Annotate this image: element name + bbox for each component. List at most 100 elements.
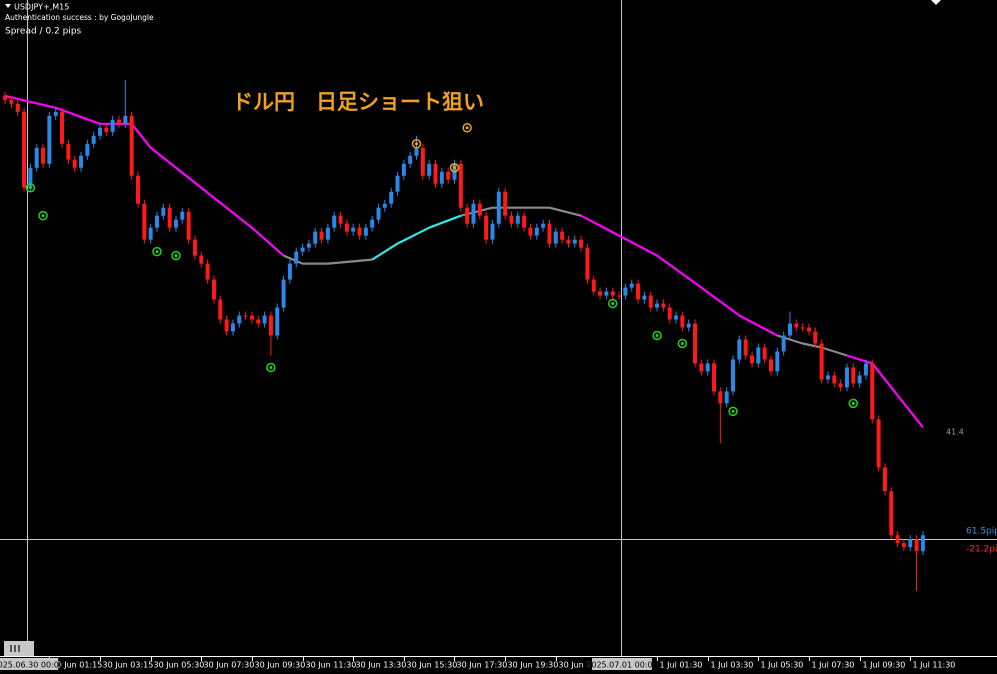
x-tick-label: 30 Jun 21:30 bbox=[559, 661, 610, 670]
candle-body bbox=[376, 207, 381, 220]
candle-body bbox=[363, 227, 368, 236]
profit-label: 61.5pips bbox=[966, 527, 997, 537]
chart-title: ドル円 日足ショート狙い bbox=[232, 90, 484, 114]
candle-body bbox=[28, 167, 33, 188]
signal bbox=[462, 123, 472, 133]
signal-ring bbox=[652, 330, 662, 341]
signal-ring bbox=[266, 362, 276, 373]
candle-body bbox=[117, 119, 122, 124]
candle-body bbox=[446, 171, 451, 180]
plot-area bbox=[0, 0, 997, 656]
candle-body bbox=[908, 539, 913, 548]
x-tick-label: 30 Jun 17:30 bbox=[457, 661, 508, 670]
signal-ring bbox=[607, 298, 618, 309]
candle-body bbox=[768, 359, 773, 372]
x-tick-label: 30 Jun 09:30 bbox=[255, 661, 306, 670]
cursor-time-box bbox=[591, 658, 652, 670]
cursor-time-box bbox=[0, 658, 59, 670]
signal-dot bbox=[465, 126, 469, 130]
indicator-value: 41.4 bbox=[946, 428, 964, 437]
candle-body bbox=[465, 207, 470, 224]
candle-body bbox=[211, 279, 216, 300]
candle-body bbox=[731, 359, 736, 392]
candle-body bbox=[705, 363, 710, 372]
candle-body bbox=[604, 291, 609, 296]
candle-body bbox=[560, 231, 565, 240]
candle-body bbox=[294, 251, 299, 264]
cursor-time-label: 2025.07.01 00:00 bbox=[586, 661, 657, 670]
candle-body bbox=[591, 279, 596, 292]
candle-body bbox=[623, 287, 628, 296]
candle-body bbox=[224, 319, 229, 332]
candle-body bbox=[636, 283, 641, 300]
signal bbox=[38, 210, 48, 221]
x-tick-label: 1 Jul 03:30 bbox=[711, 661, 754, 670]
signal-ring bbox=[411, 139, 422, 149]
candle-body bbox=[477, 203, 482, 216]
candle-body bbox=[370, 219, 375, 228]
signal bbox=[848, 398, 859, 409]
candle-body bbox=[794, 323, 799, 328]
x-tick-label: 30 Jun 19:30 bbox=[508, 661, 559, 670]
moving-average bbox=[580, 214, 778, 337]
signal bbox=[652, 330, 662, 341]
candle-body bbox=[180, 211, 185, 220]
signal bbox=[171, 250, 181, 261]
moving-average bbox=[4, 94, 285, 257]
candle-body bbox=[724, 391, 729, 404]
candle-body bbox=[838, 383, 843, 388]
candle-body bbox=[395, 175, 400, 192]
moving-average bbox=[846, 354, 924, 428]
signal-dot bbox=[731, 409, 735, 413]
candle-body bbox=[775, 351, 780, 372]
candle-body bbox=[920, 535, 925, 552]
candle-body bbox=[300, 247, 305, 252]
candle-body bbox=[522, 215, 527, 228]
candle-body bbox=[787, 323, 792, 336]
signal bbox=[607, 298, 618, 309]
candle-body bbox=[579, 239, 584, 248]
candle-body bbox=[901, 543, 906, 548]
x-tick-label: 30 Jun 07:30 bbox=[204, 661, 255, 670]
candle-body bbox=[319, 231, 324, 240]
candle-body bbox=[693, 323, 698, 364]
candle-body bbox=[825, 375, 830, 380]
candle-body bbox=[743, 339, 748, 356]
candle-body bbox=[22, 111, 27, 188]
candle-body bbox=[192, 239, 197, 256]
candle-body bbox=[484, 215, 489, 240]
candle-body bbox=[661, 303, 666, 308]
candle-body bbox=[332, 215, 337, 228]
scroll-grip bbox=[10, 645, 12, 652]
candle-body bbox=[674, 315, 679, 320]
candle-body bbox=[91, 135, 96, 144]
candle-body bbox=[325, 227, 330, 240]
candle-body bbox=[237, 315, 242, 324]
candle-body bbox=[306, 243, 311, 248]
candle-body bbox=[610, 291, 615, 296]
moving-average bbox=[776, 334, 848, 357]
candle-body bbox=[142, 203, 147, 240]
x-tick-label: 30 Jun 05:30 bbox=[154, 661, 205, 670]
scroll-grip bbox=[18, 645, 20, 652]
signal bbox=[449, 162, 460, 173]
candle-body bbox=[585, 247, 590, 280]
candle-body bbox=[135, 175, 140, 204]
signal-dot bbox=[269, 365, 273, 369]
candle-body bbox=[123, 115, 128, 124]
candle-body bbox=[750, 355, 754, 364]
x-tick-label: 30 Jun 13:30 bbox=[356, 661, 407, 670]
candle-body bbox=[79, 155, 84, 168]
signal bbox=[411, 139, 422, 149]
candle-body bbox=[699, 363, 704, 372]
candle-body bbox=[629, 283, 634, 288]
signal-ring bbox=[171, 250, 181, 261]
candle-body bbox=[129, 115, 134, 176]
candle-body bbox=[648, 295, 653, 308]
candle-body bbox=[408, 155, 413, 164]
candle-body bbox=[876, 419, 881, 468]
candle-body bbox=[243, 315, 248, 317]
menu-arrow[interactable] bbox=[5, 4, 11, 8]
candle-body bbox=[800, 327, 805, 329]
candle-body bbox=[72, 159, 77, 168]
